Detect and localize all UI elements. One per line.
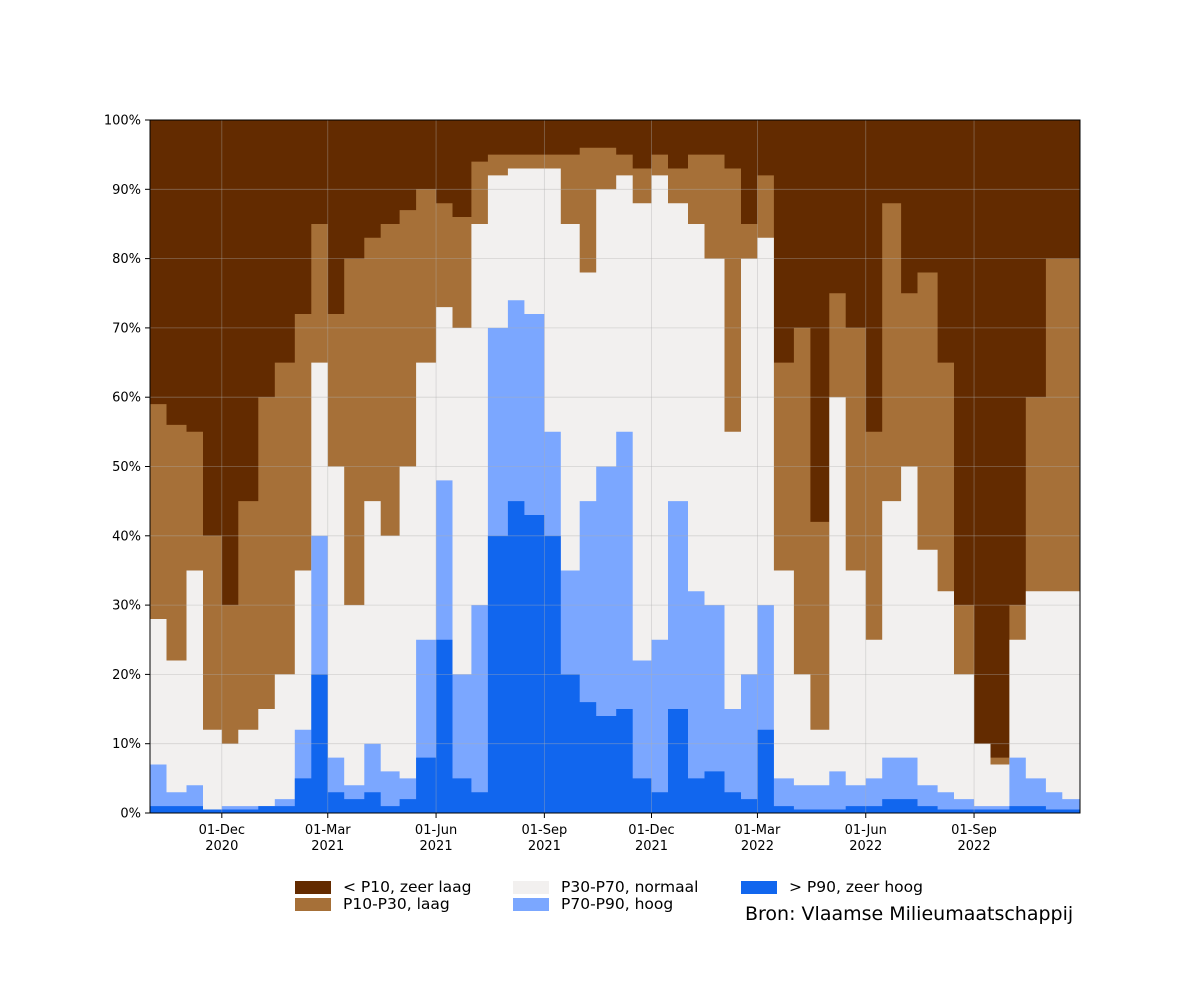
x-tick-label: 01-Dec bbox=[628, 823, 674, 838]
x-tick-label: 01-Sep bbox=[521, 823, 567, 838]
legend-label-zeer-hoog: > P90, zeer hoog bbox=[789, 878, 923, 896]
legend-item-hoog: P70-P90, hoog bbox=[513, 895, 674, 913]
area-p70-p90-hoog bbox=[150, 300, 1080, 813]
y-tick-label: 20% bbox=[112, 668, 141, 683]
x-tick-label: 01-Sep bbox=[951, 823, 997, 838]
legend-swatch-hoog bbox=[513, 897, 549, 911]
legend: < P10, zeer laag P10-P30, laag P30-P70, … bbox=[295, 878, 955, 915]
x-tick-label: 01-Dec bbox=[199, 823, 245, 838]
y-tick-label: 60% bbox=[112, 391, 141, 406]
x-tick-label: 01-Mar bbox=[735, 823, 781, 838]
y-tick-label: 90% bbox=[112, 183, 141, 198]
legend-label-hoog: P70-P90, hoog bbox=[561, 895, 674, 913]
legend-swatch-zeer-laag bbox=[295, 880, 331, 894]
x-axis: 01-Dec202001-Mar202101-Jun202101-Sep2021… bbox=[199, 813, 997, 854]
y-tick-label: 100% bbox=[104, 114, 141, 129]
x-tick-year-label: 2020 bbox=[205, 839, 238, 854]
x-tick-label: 01-Jun bbox=[415, 823, 457, 838]
y-tick-label: 50% bbox=[112, 460, 141, 475]
y-tick-label: 40% bbox=[112, 529, 141, 544]
legend-item-normaal: P30-P70, normaal bbox=[513, 878, 699, 896]
x-tick-year-label: 2022 bbox=[849, 839, 882, 854]
area-series-group bbox=[150, 120, 1080, 813]
legend-item-zeer-hoog: > P90, zeer hoog bbox=[741, 878, 923, 896]
x-tick-year-label: 2021 bbox=[528, 839, 561, 854]
x-tick-year-label: 2021 bbox=[635, 839, 668, 854]
legend-label-normaal: P30-P70, normaal bbox=[561, 878, 699, 896]
y-tick-label: 70% bbox=[112, 321, 141, 336]
area-p90-zeer-hoog bbox=[150, 501, 1080, 813]
y-tick-label: 10% bbox=[112, 737, 141, 752]
x-tick-year-label: 2021 bbox=[311, 839, 344, 854]
legend-swatch-laag bbox=[295, 897, 331, 911]
x-tick-label: 01-Jun bbox=[845, 823, 887, 838]
x-tick-year-label: 2022 bbox=[741, 839, 774, 854]
y-axis: 0% 10% 20% 30% 40% 50% 60% 70% 80% 90% 100% bbox=[104, 114, 150, 822]
y-tick-label: 80% bbox=[112, 252, 141, 267]
legend-item-zeer-laag: < P10, zeer laag bbox=[295, 878, 472, 896]
legend-label-laag: P10-P30, laag bbox=[343, 895, 450, 913]
legend-item-laag: P10-P30, laag bbox=[295, 895, 450, 913]
legend-label-zeer-laag: < P10, zeer laag bbox=[343, 878, 472, 896]
legend-swatch-zeer-hoog bbox=[741, 880, 777, 894]
y-tick-label: 0% bbox=[120, 807, 141, 822]
x-tick-year-label: 2021 bbox=[420, 839, 453, 854]
y-tick-label: 30% bbox=[112, 599, 141, 614]
legend-swatch-normaal bbox=[513, 880, 549, 894]
x-tick-year-label: 2022 bbox=[958, 839, 991, 854]
x-tick-label: 01-Mar bbox=[305, 823, 351, 838]
source-note: Bron: Vlaamse Milieumaatschappij bbox=[745, 903, 1074, 925]
